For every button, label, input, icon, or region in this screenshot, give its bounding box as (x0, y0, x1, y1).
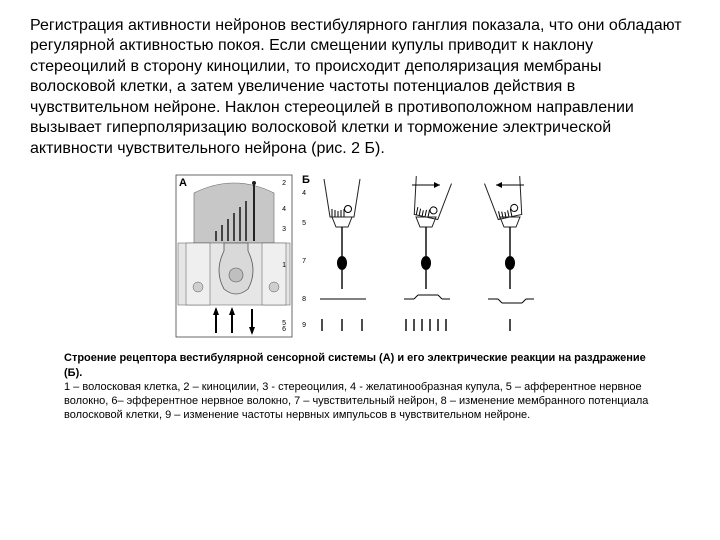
caption-legend: 1 – волосковая клетка, 2 – киноцилии, 3 … (64, 381, 648, 422)
figure-container: А243156Б45789 (30, 171, 690, 341)
svg-text:4: 4 (282, 206, 286, 213)
svg-text:2: 2 (282, 180, 286, 187)
receptor-figure: А243156Б45789 (170, 171, 550, 341)
svg-text:9: 9 (302, 322, 306, 329)
svg-text:1: 1 (282, 262, 286, 269)
caption-title: Строение рецептора вестибулярной сенсорн… (64, 352, 646, 378)
svg-text:6: 6 (282, 326, 286, 333)
svg-text:3: 3 (282, 226, 286, 233)
figure-caption: Строение рецептора вестибулярной сенсорн… (30, 351, 690, 422)
svg-text:4: 4 (302, 190, 306, 197)
body-paragraph: Регистрация активности нейронов вестибул… (30, 16, 690, 159)
svg-text:Б: Б (302, 174, 310, 186)
svg-text:7: 7 (302, 258, 306, 265)
svg-text:А: А (179, 177, 187, 189)
svg-text:5: 5 (302, 220, 306, 227)
svg-text:8: 8 (302, 296, 306, 303)
